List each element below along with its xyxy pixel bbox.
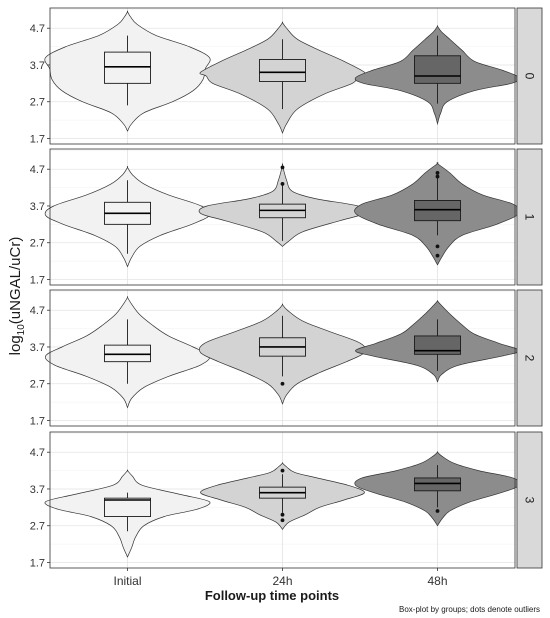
y-axis-label: log10(uNGAL/uCr) — [7, 237, 27, 356]
facet-strip — [516, 148, 543, 286]
y-tick-label: 2.7 — [30, 238, 45, 250]
outlier-point — [435, 170, 440, 175]
outlier-point — [435, 244, 440, 249]
outlier-point — [435, 174, 440, 179]
facet-strip — [516, 431, 543, 569]
y-axis-label-subscript: 10 — [16, 324, 27, 336]
facet-panel-0: 0 1.7 2.7 3.7 4.7 — [30, 7, 543, 145]
y-tick-label: 4.7 — [30, 305, 45, 317]
y-axis-label-main: log — [7, 335, 24, 355]
y-tick-label: 3.7 — [30, 201, 45, 213]
panel-border — [49, 148, 516, 286]
box-48h — [414, 200, 461, 222]
y-tick-label: 3.7 — [30, 60, 45, 72]
facet-strip-label: 1 — [523, 214, 537, 221]
y-tick-label: 2.7 — [30, 379, 45, 391]
y-tick-label: 1.7 — [30, 415, 45, 427]
y-tick-label: 1.7 — [30, 557, 45, 569]
panel-border — [49, 289, 516, 427]
y-tick-label: 1.7 — [30, 133, 45, 145]
box-48h — [414, 335, 461, 355]
facet-panel-1: 1 1.7 2.7 3.7 4.7 — [30, 148, 543, 286]
x-tick-label-24h: 24h — [272, 574, 292, 588]
box-Initial — [104, 497, 151, 517]
y-tick-label: 4.7 — [30, 164, 45, 176]
x-axis-label: Follow-up time points — [205, 588, 339, 603]
box-48h — [414, 477, 461, 492]
facet-strip — [516, 7, 543, 145]
outlier-point — [280, 182, 285, 186]
y-tick-label: 3.7 — [30, 342, 45, 354]
box-48h — [414, 55, 461, 84]
y-tick-label: 1.7 — [30, 274, 45, 286]
y-axis-label-rest: (uNGAL/uCr) — [7, 237, 24, 325]
y-tick-label: 2.7 — [30, 97, 45, 109]
outlier-point — [280, 512, 285, 517]
facet-strip-label: 2 — [523, 355, 537, 362]
caption: Box-plot by groups; dots denote outliers — [399, 605, 540, 614]
box-Initial — [104, 51, 151, 84]
outlier-point — [280, 518, 285, 523]
box-24h — [259, 59, 306, 82]
y-tick-label: 3.7 — [30, 484, 45, 496]
outlier-point — [435, 253, 440, 258]
outlier-point — [280, 381, 285, 386]
x-tick-label-48h: 48h — [427, 574, 447, 588]
facet-panel-3: 3 1.7 2.7 3.7 4.7 — [30, 431, 543, 569]
y-tick-label: 4.7 — [30, 447, 45, 459]
facet-panel-2: 2 1.7 2.7 3.7 4.7 — [30, 289, 543, 427]
y-tick-label: 4.7 — [30, 23, 45, 35]
box-Initial — [104, 344, 151, 363]
outlier-point — [435, 509, 440, 513]
x-axis: Initial 24h 48h — [113, 568, 448, 588]
facet-panels: 01.72.73.74.711.72.73.74.721.72.73.74.73… — [30, 7, 543, 569]
facet-strip — [516, 289, 543, 427]
x-tick-label-Initial: Initial — [113, 574, 141, 588]
panel-border — [49, 7, 516, 145]
outlier-point — [280, 468, 285, 473]
facet-strip-label: 0 — [523, 73, 537, 80]
facet-strip-label: 3 — [523, 497, 537, 504]
outlier-point — [280, 165, 285, 170]
y-tick-label: 2.7 — [30, 521, 45, 533]
